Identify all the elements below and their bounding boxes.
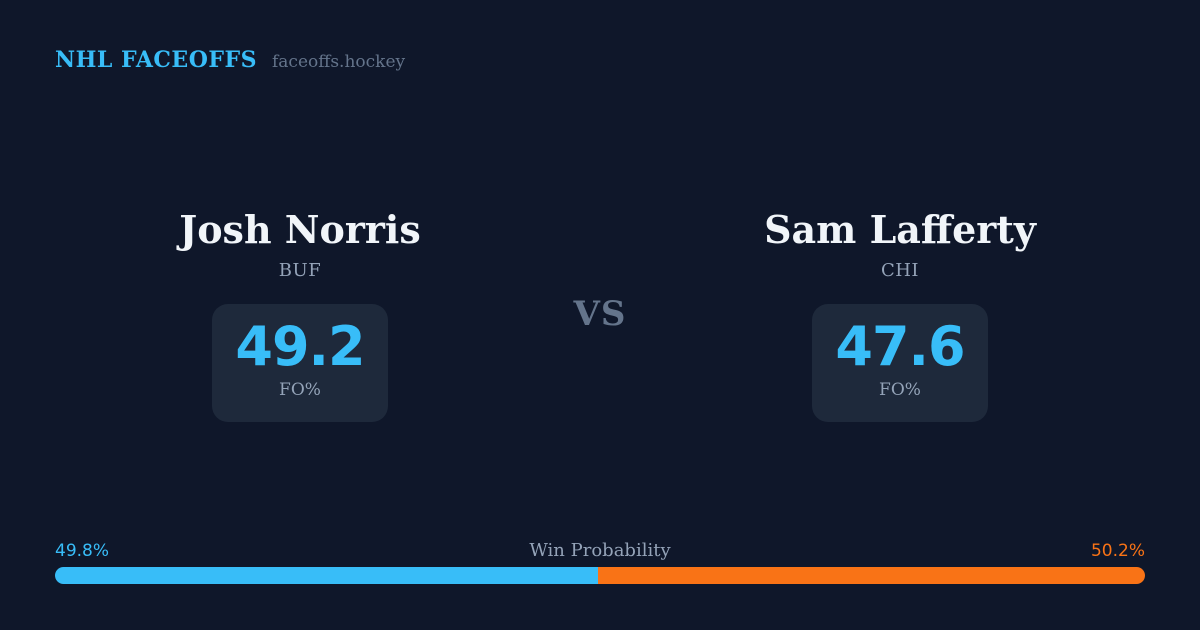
- player-card-left: Josh Norris BUF 49.2 FO%: [120, 205, 480, 422]
- player-name: Josh Norris: [179, 207, 421, 252]
- win-probability-bar: [55, 567, 1145, 584]
- player-card-right: Sam Lafferty CHI 47.6 FO%: [720, 205, 1080, 422]
- win-probability-right-pct: 50.2%: [1090, 541, 1145, 561]
- win-bar-right-segment: [597, 567, 1145, 584]
- stat-value: 47.6: [835, 315, 965, 378]
- vs-label: VS: [573, 294, 627, 334]
- win-bar-left-segment: [55, 567, 598, 584]
- win-probability-title: Win Probability: [529, 540, 671, 561]
- site-url: faceoffs.hockey: [272, 52, 406, 72]
- header: NHL FACEOFFS faceoffs.hockey: [55, 47, 405, 73]
- win-probability-left-pct: 49.8%: [55, 541, 110, 561]
- player-team: CHI: [880, 260, 920, 281]
- player-team: BUF: [278, 260, 322, 281]
- stat-box: 49.2 FO%: [212, 304, 388, 422]
- stat-value: 49.2: [235, 315, 365, 378]
- stat-box: 47.6 FO%: [812, 304, 988, 422]
- brand-title: NHL FACEOFFS: [55, 47, 257, 73]
- player-name: Sam Lafferty: [764, 207, 1036, 252]
- win-probability-labels: 49.8% Win Probability 50.2%: [55, 540, 1145, 561]
- stat-label: FO%: [279, 380, 321, 400]
- stat-label: FO%: [879, 380, 921, 400]
